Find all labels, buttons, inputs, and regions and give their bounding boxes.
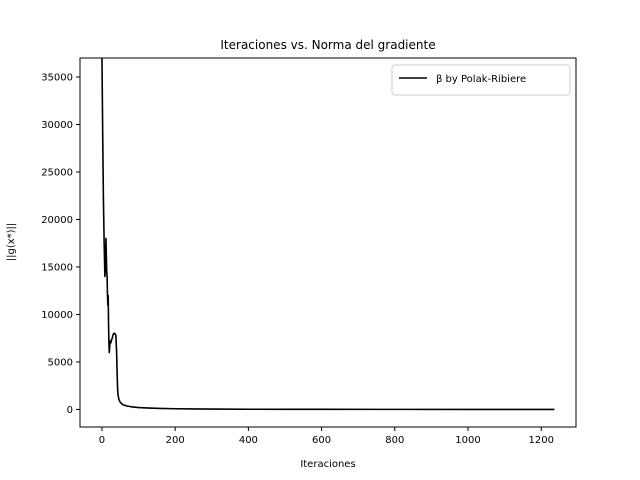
y-tick-label: 35000 <box>41 72 73 83</box>
plot-frame <box>79 57 577 428</box>
x-tick-label: 0 <box>99 435 105 446</box>
chart-title: Iteraciones vs. Norma del gradiente <box>220 38 435 52</box>
y-axis: 0 5000 10000 15000 20000 25000 30000 35000 <box>41 72 80 416</box>
series-layer <box>101 57 555 411</box>
y-tick-label: 30000 <box>41 120 73 131</box>
x-tick-label: 1200 <box>528 435 553 446</box>
x-tick-label: 1000 <box>455 435 480 446</box>
y-tick-label: 20000 <box>41 215 73 226</box>
y-tick-label: 25000 <box>41 167 73 178</box>
legend-box <box>391 64 571 96</box>
x-tick-label: 800 <box>385 435 404 446</box>
legend-entry-label: β by Polak-Ribiere <box>436 74 526 85</box>
y-tick-label: 15000 <box>41 262 73 273</box>
legend: β by Polak-Ribiere <box>391 64 571 96</box>
y-axis-label: ||g(x*)|| <box>6 223 17 262</box>
x-tick-label: 400 <box>239 435 258 446</box>
y-tick-label: 0 <box>67 405 73 416</box>
x-tick-label: 200 <box>166 435 185 446</box>
x-axis: 0 200 400 600 800 1000 1200 <box>99 427 554 446</box>
x-tick-label: 600 <box>312 435 331 446</box>
series-line-0 <box>101 57 555 411</box>
y-tick-label: 5000 <box>48 357 73 368</box>
y-tick-label: 10000 <box>41 310 73 321</box>
x-axis-label: Iteraciones <box>300 459 355 470</box>
